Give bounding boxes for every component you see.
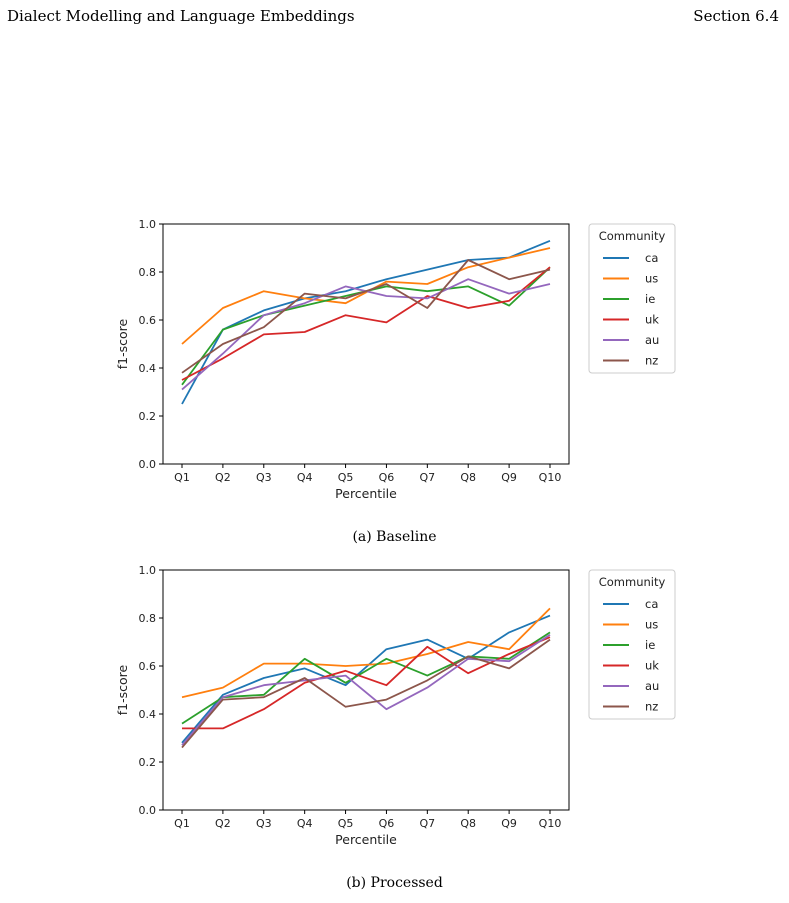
x-tick-label: Q5: [338, 817, 354, 830]
y-tick-label: 0.0: [139, 804, 157, 817]
y-tick-label: 1.0: [139, 218, 157, 231]
series-line-nz: [181, 638, 551, 749]
legend-label-us: us: [645, 618, 658, 632]
y-tick-label: 0.6: [139, 660, 157, 673]
x-axis-label: Percentile: [335, 486, 397, 501]
x-tick-label: Q8: [460, 471, 476, 484]
y-tick-label: 0.2: [139, 756, 157, 769]
x-tick-label: Q8: [460, 817, 476, 830]
x-tick-label: Q1: [174, 817, 190, 830]
y-tick-label: 0.4: [139, 708, 157, 721]
series-line-ie: [181, 631, 551, 725]
y-tick-label: 0.8: [139, 266, 157, 279]
series-line-nz: [181, 259, 551, 374]
legend-label-ca: ca: [645, 597, 658, 611]
legend-title: Community: [599, 575, 666, 589]
series-line-us: [181, 247, 551, 345]
series-line-au: [181, 634, 551, 746]
x-tick-label: Q9: [501, 471, 517, 484]
y-tick-label: 0.6: [139, 314, 157, 327]
y-tick-label: 0.2: [139, 410, 157, 423]
legend-box: [588, 569, 676, 720]
baseline-line-chart: 0.0 0.2 0.4 0.6 0.8 1.0 Q1 Q2 Q3 Q4 Q5 Q6 Q7 Q8 Q9 Q10 P…: [115, 218, 676, 501]
y-axis-label: f1-score: [115, 318, 130, 369]
x-tick-label: Q4: [297, 471, 313, 484]
legend-box: [588, 223, 676, 374]
series-line-ca: [181, 239, 551, 405]
running-header-title: Dialect Modelling and Language Embedding…: [7, 7, 355, 25]
legend-label-ie: ie: [645, 638, 655, 652]
x-tick-label: Q10: [539, 817, 562, 830]
legend-label-nz: nz: [645, 354, 658, 368]
x-tick-label: Q2: [215, 817, 231, 830]
plot-frame: [162, 223, 570, 465]
legend-label-uk: uk: [645, 659, 659, 673]
x-tick-label: Q4: [297, 817, 313, 830]
baseline-caption: (a) Baseline: [352, 529, 437, 545]
x-tick-label: Q3: [256, 471, 272, 484]
legend-label-au: au: [645, 333, 659, 347]
legend-label-us: us: [645, 272, 658, 286]
y-tick-label: 0.4: [139, 362, 157, 375]
processed-line-chart: 0.0 0.2 0.4 0.6 0.8 1.0 Q1 Q2 Q3 Q4 Q5 Q6 Q7 Q8 Q9 Q10 P…: [115, 564, 676, 847]
x-tick-label: Q6: [379, 471, 395, 484]
x-tick-label: Q7: [419, 471, 435, 484]
series-line-au: [181, 278, 551, 391]
running-header-section: Section 6.4: [693, 7, 779, 25]
x-tick-label: Q1: [174, 471, 190, 484]
y-tick-label: 1.0: [139, 564, 157, 577]
x-tick-label: Q3: [256, 817, 272, 830]
legend-label-nz: nz: [645, 700, 658, 714]
legend-label-au: au: [645, 679, 659, 693]
x-tick-label: Q6: [379, 817, 395, 830]
processed-caption: (b) Processed: [346, 875, 443, 891]
legend-title: Community: [599, 229, 666, 243]
legend-label-ie: ie: [645, 292, 655, 306]
x-tick-label: Q2: [215, 471, 231, 484]
legend-label-uk: uk: [645, 313, 659, 327]
y-tick-label: 0.0: [139, 458, 157, 471]
x-tick-label: Q9: [501, 817, 517, 830]
y-tick-label: 0.8: [139, 612, 157, 625]
x-tick-label: Q10: [539, 471, 562, 484]
x-tick-label: Q5: [338, 471, 354, 484]
y-axis-label: f1-score: [115, 664, 130, 715]
legend-label-ca: ca: [645, 251, 658, 265]
x-tick-label: Q7: [419, 817, 435, 830]
series-line-us: [181, 607, 551, 699]
x-axis-label: Percentile: [335, 832, 397, 847]
series-line-uk: [182, 636, 551, 730]
series-line-uk: [181, 266, 551, 381]
plot-frame: [162, 569, 570, 811]
